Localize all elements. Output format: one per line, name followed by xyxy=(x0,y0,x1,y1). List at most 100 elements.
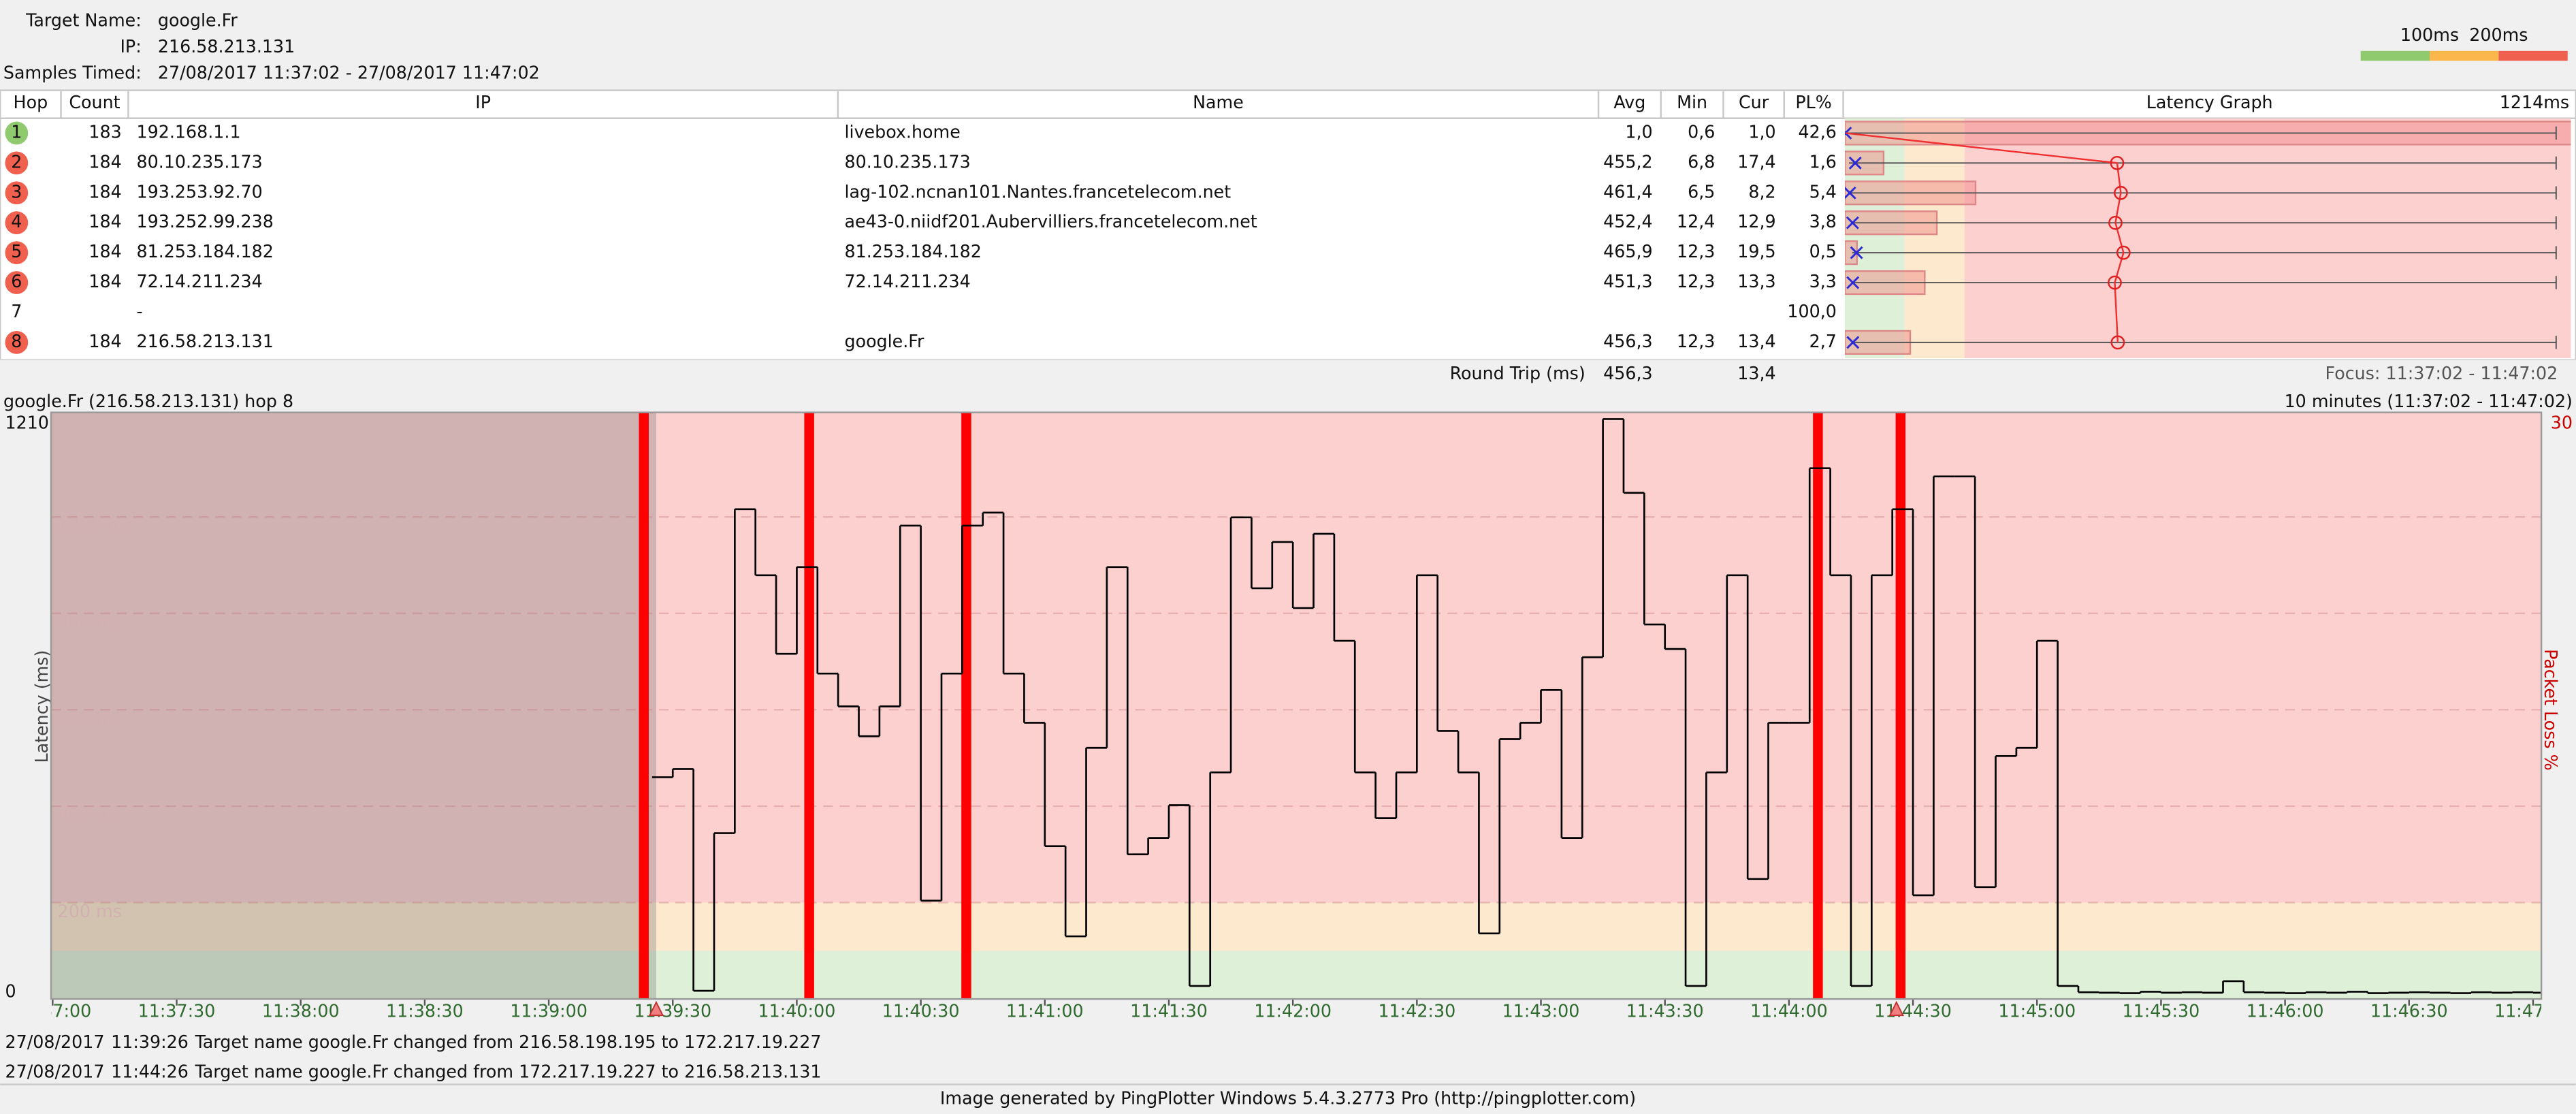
threshold-label: 200ms xyxy=(2469,25,2528,45)
cell: 2,7 xyxy=(1809,331,1837,351)
x-tick-label: 11:47:00 xyxy=(2494,1000,2572,1021)
cell: 12,9 xyxy=(1737,211,1775,232)
cell: 184 xyxy=(88,241,121,261)
hop-number: 3 xyxy=(11,181,22,202)
cell: 17,4 xyxy=(1737,151,1775,172)
y-tick-label: 600 ms xyxy=(58,708,122,729)
hop-status xyxy=(5,181,29,205)
column-header: IP xyxy=(475,92,491,112)
current-marker xyxy=(1846,336,1860,349)
cell: 13,3 xyxy=(1737,271,1775,291)
y-tick-label: 400 ms xyxy=(58,804,122,825)
cell: 6,5 xyxy=(1688,181,1715,202)
cell: 0,6 xyxy=(1688,121,1715,142)
header-value: 27/08/2017 11:37:02 - 27/08/2017 11:47:0… xyxy=(158,63,540,83)
latency-graph-scale: 1214ms xyxy=(2500,92,2569,112)
cell: 81.253.184.182 xyxy=(844,241,981,261)
focus-label: Focus: 11:37:02 - 11:47:02 xyxy=(2325,363,2558,383)
header-label: Target Name: xyxy=(25,10,142,30)
hop-number: 6 xyxy=(11,271,22,291)
column-header: Min xyxy=(1677,92,1707,112)
hop-number: 5 xyxy=(11,241,22,261)
cell: 455,2 xyxy=(1603,151,1653,172)
event-time: 11:39:26 xyxy=(111,1032,189,1052)
cell: ae43-0.niidf201.Aubervilliers.francetele… xyxy=(844,211,1257,232)
packet-loss-bar xyxy=(1813,412,1823,1000)
average-marker xyxy=(2110,335,2125,350)
zone-warn xyxy=(1904,118,1965,359)
x-tick-label: 11:40:00 xyxy=(758,1000,836,1021)
cell: 81.253.184.182 xyxy=(137,241,274,261)
column-header: Hop xyxy=(14,92,48,112)
x-tick-label: 11:41:30 xyxy=(1130,1000,1208,1021)
cell: 456,3 xyxy=(1603,331,1653,351)
cell: 80.10.235.173 xyxy=(137,151,263,172)
cell: google.Fr xyxy=(844,331,924,351)
x-tick-label: 11:37:30 xyxy=(138,1000,216,1021)
packet-loss-bar xyxy=(1895,412,1906,1000)
event-date: 27/08/2017 xyxy=(5,1032,104,1052)
inactive-period xyxy=(51,412,656,1000)
cell: 184 xyxy=(88,151,121,172)
event-message: Target name google.Fr changed from 216.5… xyxy=(195,1032,822,1052)
cell: 183 xyxy=(88,121,121,142)
cell: 193.253.92.70 xyxy=(137,181,263,202)
cell: 12,3 xyxy=(1677,331,1715,351)
x-tick-label: 11:44:30 xyxy=(1874,1000,1952,1021)
x-tick-label: 11:39:00 xyxy=(510,1000,587,1021)
cell: 12,3 xyxy=(1677,271,1715,291)
zone-good xyxy=(51,951,2542,1000)
x-tick-label: 11:45:00 xyxy=(1998,1000,2076,1021)
hop-number: 1 xyxy=(11,121,22,142)
cell: - xyxy=(137,301,143,321)
x-tick-label: 11:43:00 xyxy=(1502,1000,1580,1021)
threshold-band xyxy=(2430,50,2499,61)
cell: livebox.home xyxy=(844,121,960,142)
cell: 1,6 xyxy=(1809,151,1837,172)
current-marker xyxy=(1850,246,1863,259)
x-tick-label: 11:42:00 xyxy=(1254,1000,1332,1021)
y2-axis-label: Packet Loss % xyxy=(2541,649,2561,771)
header-label: IP: xyxy=(120,36,141,57)
x-tick-label: 11:37:00 xyxy=(14,1000,91,1021)
chart-title: google.Fr (216.58.213.131) hop 8 xyxy=(3,391,293,411)
header-label: Samples Timed: xyxy=(3,63,142,83)
cell: 13,4 xyxy=(1737,331,1775,351)
packet-loss-bar xyxy=(804,412,814,1000)
cell: 3,8 xyxy=(1809,211,1837,232)
hop-status xyxy=(5,151,29,175)
cell: 461,4 xyxy=(1603,181,1653,202)
event-marker xyxy=(648,1000,664,1017)
summary-label: Round Trip (ms) xyxy=(1450,363,1585,383)
threshold-band xyxy=(2360,50,2430,61)
cell: 12,3 xyxy=(1677,241,1715,261)
y-tick-label: 0 xyxy=(5,981,16,1001)
packet-loss-bar xyxy=(961,412,971,1000)
cell: 216.58.213.131 xyxy=(137,331,274,351)
y-tick-label: 200 ms xyxy=(58,901,122,921)
x-tick-label: 11:44:00 xyxy=(1750,1000,1828,1021)
event-time: 11:44:26 xyxy=(111,1062,189,1082)
hop-status xyxy=(5,271,29,294)
chart-subtitle: 10 minutes (11:37:02 - 11:47:02) xyxy=(2285,391,2573,411)
column-header: Cur xyxy=(1739,92,1769,112)
cell: 72.14.211.234 xyxy=(137,271,263,291)
cell: 193.252.99.238 xyxy=(137,211,274,232)
hop-status xyxy=(5,330,29,354)
average-marker xyxy=(2116,245,2131,260)
y-axis-label: Latency (ms) xyxy=(31,650,52,763)
y-tick-label: 1000 ms xyxy=(58,515,133,536)
cell: 0,5 xyxy=(1809,241,1837,261)
hop-number: 7 xyxy=(11,301,22,321)
current-marker xyxy=(1846,276,1860,289)
hop-number: 2 xyxy=(11,151,22,172)
header-value: 216.58.213.131 xyxy=(158,36,295,57)
plot-background xyxy=(51,412,2542,1000)
cell: 72.14.211.234 xyxy=(844,271,970,291)
cell: 100,0 xyxy=(1787,301,1837,321)
hop-status xyxy=(5,121,29,145)
x-tick-label: 11:45:30 xyxy=(2123,1000,2200,1021)
summary-row xyxy=(0,360,2576,389)
cell: 80.10.235.173 xyxy=(844,151,970,172)
